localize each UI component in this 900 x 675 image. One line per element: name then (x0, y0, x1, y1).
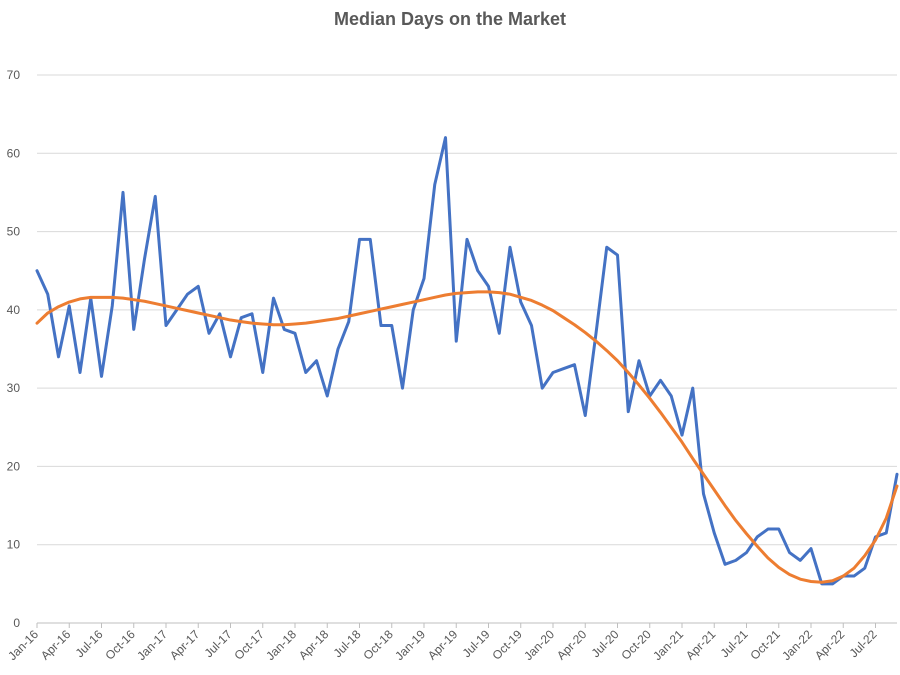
x-tick-label: Oct-18 (361, 627, 397, 663)
y-tick-label: 40 (7, 303, 21, 317)
x-tick-label: Apr-19 (425, 627, 461, 663)
x-tick-label: Oct-19 (490, 627, 526, 663)
y-tick-label: 60 (7, 146, 21, 160)
x-tick-label: Apr-22 (812, 627, 848, 663)
y-tick-label: 20 (7, 459, 21, 473)
x-tick-label: Jan-21 (650, 627, 686, 663)
x-tick-label: Jul-18 (331, 627, 364, 660)
x-tick-label: Jul-22 (847, 627, 880, 660)
x-tick-label: Jan-20 (521, 627, 557, 663)
x-tick-label: Oct-17 (232, 627, 268, 663)
x-tick-label: Oct-21 (748, 627, 784, 663)
x-tick-label: Jan-16 (5, 627, 41, 663)
x-tick-label: Apr-18 (296, 627, 332, 663)
x-tick-label: Jul-20 (589, 627, 622, 660)
y-tick-label: 50 (7, 225, 21, 239)
y-tick-label: 70 (7, 68, 21, 82)
x-tick-label: Jul-21 (718, 627, 751, 660)
x-tick-label: Jul-19 (460, 627, 493, 660)
y-axis-tick-labels: 0 10 20 30 40 50 60 70 (7, 68, 21, 630)
x-tick-label: Apr-21 (683, 627, 719, 663)
series-lines (35, 136, 899, 586)
x-tick-label: Jul-17 (202, 627, 235, 660)
series-line-actual (35, 136, 899, 586)
x-tick-label: Jan-17 (134, 627, 170, 663)
x-tick-label: Apr-16 (38, 627, 74, 663)
chart-title: Median Days on the Market (333, 9, 567, 29)
y-tick-label: 10 (7, 538, 21, 552)
series-line-trend (35, 290, 899, 584)
x-tick-label: Jan-18 (263, 627, 299, 663)
y-tick-label: 30 (7, 381, 21, 395)
x-tick-label: Apr-20 (554, 627, 590, 663)
x-tick-label: Oct-16 (103, 627, 139, 663)
x-tick-label: Apr-17 (167, 627, 203, 663)
x-tick-label: Oct-20 (619, 627, 655, 663)
x-tick-label: Jan-19 (392, 627, 428, 663)
x-tick-label: Jan-22 (779, 627, 815, 663)
x-tick-label: Jul-16 (73, 627, 106, 660)
y-tick-label: 0 (13, 616, 20, 630)
